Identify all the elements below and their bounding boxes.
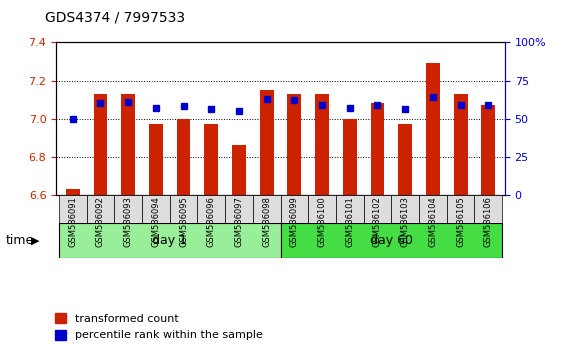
- FancyBboxPatch shape: [169, 195, 197, 223]
- Bar: [204, 124, 218, 195]
- Bar: [370, 103, 384, 195]
- FancyBboxPatch shape: [59, 223, 280, 258]
- Bar: [398, 124, 412, 195]
- Text: GSM586102: GSM586102: [373, 196, 382, 247]
- Bar: [232, 145, 246, 195]
- FancyBboxPatch shape: [86, 195, 114, 223]
- Bar: [177, 119, 191, 195]
- Text: GSM586105: GSM586105: [456, 196, 465, 247]
- Text: time: time: [6, 234, 34, 247]
- FancyBboxPatch shape: [142, 195, 169, 223]
- Bar: [454, 94, 467, 195]
- Bar: [121, 94, 135, 195]
- FancyBboxPatch shape: [475, 195, 502, 223]
- FancyBboxPatch shape: [59, 195, 86, 223]
- FancyBboxPatch shape: [419, 195, 447, 223]
- Bar: [343, 119, 357, 195]
- Text: GSM586095: GSM586095: [179, 196, 188, 247]
- Text: GSM586099: GSM586099: [290, 196, 299, 247]
- Text: GSM586100: GSM586100: [318, 196, 327, 247]
- FancyBboxPatch shape: [364, 195, 392, 223]
- FancyBboxPatch shape: [253, 195, 280, 223]
- Text: GDS4374 / 7997533: GDS4374 / 7997533: [45, 11, 185, 25]
- FancyBboxPatch shape: [280, 195, 308, 223]
- Bar: [149, 124, 163, 195]
- Text: day 60: day 60: [370, 234, 413, 247]
- Text: GSM586093: GSM586093: [123, 196, 132, 247]
- Text: GSM586103: GSM586103: [401, 196, 410, 247]
- Bar: [287, 94, 301, 195]
- FancyBboxPatch shape: [447, 195, 475, 223]
- Text: GSM586104: GSM586104: [429, 196, 438, 247]
- FancyBboxPatch shape: [225, 195, 253, 223]
- FancyBboxPatch shape: [392, 195, 419, 223]
- Text: GSM586106: GSM586106: [484, 196, 493, 247]
- Text: GSM586096: GSM586096: [207, 196, 216, 247]
- FancyBboxPatch shape: [114, 195, 142, 223]
- Bar: [260, 90, 274, 195]
- Text: GSM586094: GSM586094: [151, 196, 160, 247]
- Text: GSM586098: GSM586098: [262, 196, 271, 247]
- Bar: [426, 63, 440, 195]
- Text: GSM586091: GSM586091: [68, 196, 77, 247]
- FancyBboxPatch shape: [336, 195, 364, 223]
- Bar: [481, 105, 495, 195]
- Text: GSM586092: GSM586092: [96, 196, 105, 247]
- Text: GSM586097: GSM586097: [234, 196, 243, 247]
- Legend: transformed count, percentile rank within the sample: transformed count, percentile rank withi…: [50, 309, 267, 345]
- Bar: [315, 94, 329, 195]
- Text: ▶: ▶: [31, 236, 39, 246]
- FancyBboxPatch shape: [280, 223, 502, 258]
- FancyBboxPatch shape: [197, 195, 225, 223]
- Text: GSM586101: GSM586101: [345, 196, 354, 247]
- Text: day 1: day 1: [152, 234, 187, 247]
- FancyBboxPatch shape: [308, 195, 336, 223]
- Bar: [66, 189, 80, 195]
- Bar: [94, 94, 107, 195]
